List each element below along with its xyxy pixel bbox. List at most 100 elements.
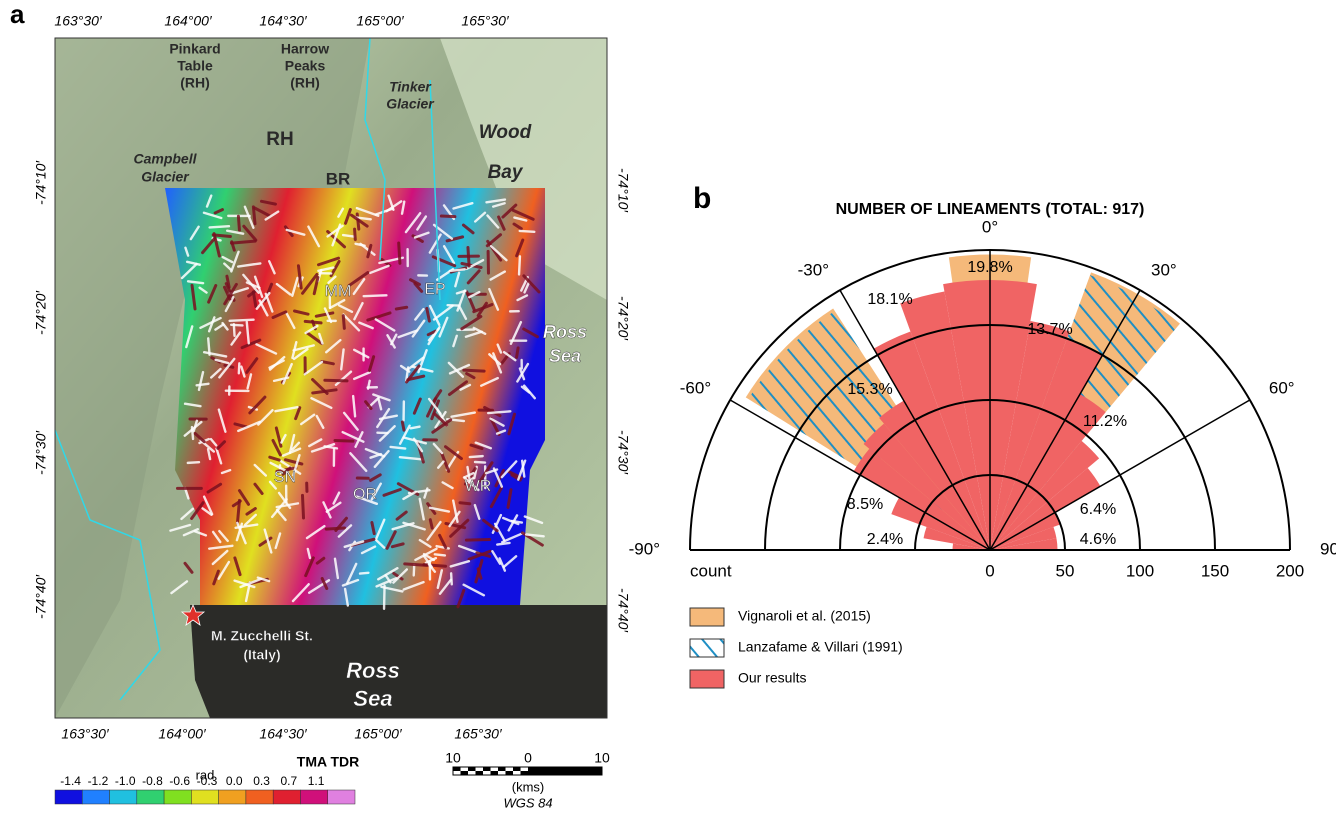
colorbar-tick: -1.2	[88, 774, 109, 788]
place-label: RH	[266, 129, 293, 150]
colorbar-tick: 1.1	[308, 774, 325, 788]
scale-cell	[513, 767, 521, 771]
r-tick-label: 50	[1056, 561, 1075, 580]
place-label: EP	[424, 281, 445, 298]
scale-tick: 10	[594, 750, 610, 766]
angle-label: 0°	[982, 217, 998, 236]
angle-label: 90°	[1320, 539, 1336, 558]
colorbar-tick: -0.3	[197, 774, 218, 788]
place-label: (Italy)	[243, 647, 280, 663]
place-label: Campbell	[133, 151, 197, 167]
scale-tick: 10	[445, 750, 461, 766]
lineament	[460, 503, 470, 504]
lon-label: 164°30′	[259, 13, 308, 29]
place-label: Table	[177, 58, 213, 74]
colorbar-tick: -0.6	[169, 774, 190, 788]
lineament	[238, 216, 239, 230]
lineament	[464, 370, 484, 371]
angle-label: 60°	[1269, 378, 1295, 397]
lon-label: 163°30′	[61, 726, 110, 742]
legend-label: Lanzafame & Villari (1991)	[738, 639, 903, 655]
lineament	[192, 427, 193, 439]
colorbar-title: TMA TDR	[297, 754, 359, 770]
panel-label: b	[693, 182, 711, 215]
lineament	[188, 462, 199, 463]
lineament	[368, 381, 370, 389]
axis-label: count	[690, 561, 732, 580]
place-label: Sea	[353, 686, 392, 711]
colorbar-tick: -0.8	[142, 774, 163, 788]
lat-label: -74°30′	[615, 430, 631, 475]
lineament	[450, 269, 465, 271]
lineament	[519, 256, 520, 274]
lineament	[302, 495, 303, 518]
datum: WGS 84	[503, 795, 552, 810]
angle-label: -60°	[680, 378, 711, 397]
lon-label: 164°00′	[164, 13, 213, 29]
lat-label: -74°20′	[615, 296, 631, 341]
scale-cell	[506, 771, 514, 775]
lineament	[520, 231, 535, 232]
chart-title: NUMBER OF LINEAMENTS (TOTAL: 917)	[836, 201, 1145, 218]
lineament	[411, 427, 420, 429]
scale-cell	[498, 767, 506, 771]
percent-label: 19.8%	[967, 259, 1012, 276]
r-tick-label: 0	[985, 561, 994, 580]
place-label: MM	[325, 283, 352, 300]
colorbar-cell	[300, 790, 327, 804]
lineament	[424, 565, 446, 567]
lineament	[355, 229, 356, 239]
lon-label: 163°30′	[54, 13, 103, 29]
lineament	[512, 521, 522, 523]
legend-swatch	[690, 639, 724, 657]
legend-swatch	[690, 608, 724, 626]
place-label: Ross	[346, 658, 400, 683]
percent-label: 15.3%	[847, 381, 892, 398]
colorbar-cell	[273, 790, 300, 804]
place-label: Wood	[479, 122, 532, 143]
scale-unit: (kms)	[512, 779, 545, 794]
lineament	[325, 380, 347, 381]
percent-label: 8.5%	[847, 496, 883, 513]
colorbar-cell	[246, 790, 273, 804]
colorbar-tick: -1.0	[115, 774, 136, 788]
place-label: Harrow	[281, 41, 329, 57]
angle-label: 30°	[1151, 261, 1177, 280]
colorbar-cell	[82, 790, 109, 804]
place-label: M. Zucchelli St.	[211, 628, 313, 644]
r-tick-label: 200	[1276, 561, 1304, 580]
lon-label: 165°00′	[356, 13, 405, 29]
lineament	[399, 243, 400, 263]
lineament	[343, 316, 344, 329]
place-label: BR	[326, 169, 351, 188]
colorbar-cell	[137, 790, 164, 804]
percent-label: 2.4%	[867, 531, 903, 548]
lat-label: -74°10′	[615, 168, 631, 213]
scale-cell	[521, 771, 529, 775]
percent-label: 6.4%	[1080, 501, 1116, 518]
figure: a b NUMBER OF LINEAMENTS (TOTAL: 917) co…	[0, 0, 1336, 820]
lineament	[475, 462, 485, 463]
lineament	[239, 363, 240, 373]
legend-label: Our results	[738, 670, 806, 686]
scale-cell	[468, 767, 476, 771]
lon-label: 165°30′	[461, 13, 510, 29]
lat-label: -74°10′	[33, 160, 49, 205]
lineament	[305, 321, 321, 323]
lineament	[230, 320, 254, 321]
lineament	[197, 384, 209, 386]
lon-label: 165°00′	[354, 726, 403, 742]
lineament	[343, 235, 354, 237]
colorbar-cell	[55, 790, 82, 804]
lineament	[384, 586, 385, 609]
place-label: Glacier	[386, 96, 435, 112]
place-label: OR	[353, 486, 377, 503]
angle-label: -90°	[629, 539, 660, 558]
colorbar-cell	[219, 790, 246, 804]
place-label: Glacier	[141, 169, 190, 185]
panel-label: a	[10, 0, 25, 29]
colorbar-tick: 0.0	[226, 774, 243, 788]
r-tick-label: 100	[1126, 561, 1154, 580]
lineament	[360, 573, 368, 574]
lineament	[435, 554, 445, 555]
